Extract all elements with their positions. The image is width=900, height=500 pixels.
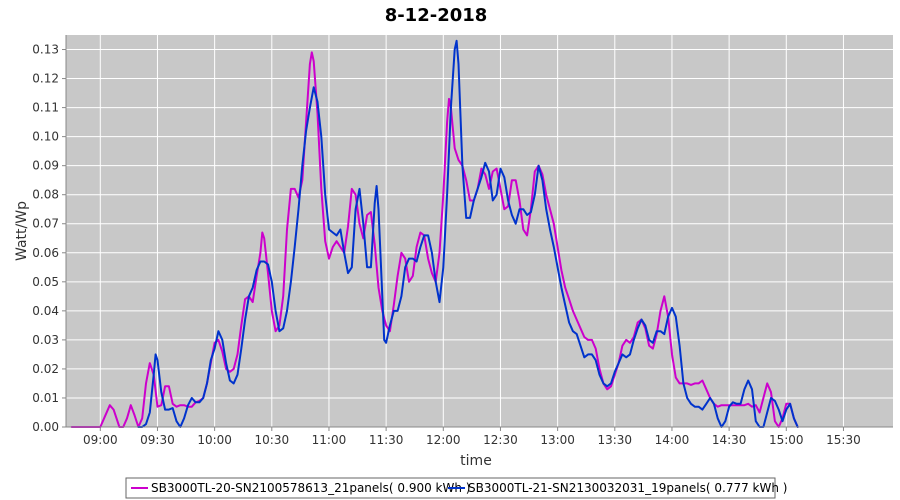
- y-axis-label: Watt/Wp: [14, 201, 30, 261]
- x-tick-label: 13:00: [540, 433, 575, 447]
- y-tick-label: 0.03: [32, 333, 59, 347]
- x-tick-label: 14:00: [655, 433, 690, 447]
- y-tick-label: 0.04: [32, 304, 59, 318]
- x-axis-label: time: [460, 453, 492, 469]
- y-tick-label: 0.13: [32, 43, 59, 57]
- x-axis: 09:00 09:30 10:00 10:30 11:00 11:30 12:00 12:30…: [83, 427, 861, 447]
- chart-title: 8-12-2018: [385, 5, 488, 26]
- plot-area: [66, 35, 893, 427]
- y-tick-label: 0.05: [32, 275, 59, 289]
- y-tick-label: 0.08: [32, 188, 59, 202]
- x-tick-label: 10:00: [197, 433, 232, 447]
- x-tick-label: 09:00: [83, 433, 118, 447]
- grid: [66, 35, 893, 428]
- y-tick-label: 0.07: [32, 217, 59, 231]
- x-tick-label: 11:30: [369, 433, 404, 447]
- legend: SB3000TL-20-SN2100578613_21panels( 0.900…: [125, 477, 787, 499]
- y-tick-label: 0.09: [32, 159, 59, 173]
- series-line-2: [137, 39, 799, 428]
- legend-label-series-1: SB3000TL-20-SN2100578613_21panels( 0.900…: [151, 481, 470, 495]
- x-tick-label: 12:00: [426, 433, 461, 447]
- x-tick-label: 15:00: [769, 433, 804, 447]
- y-tick-label: 0.12: [32, 72, 59, 86]
- legend-label-series-2: SB3000TL-21-SN2130032031_19panels( 0.777…: [468, 481, 787, 495]
- y-tick-label: 0.11: [32, 101, 59, 115]
- x-tick-label: 11:00: [312, 433, 347, 447]
- y-axis: 0.00 0.01 0.02 0.03 0.04 0.05 0.06 0.07 0.08 0.09…: [32, 43, 66, 434]
- y-tick-label: 0.06: [32, 246, 59, 260]
- y-tick-label: 0.00: [32, 420, 59, 434]
- x-tick-label: 09:30: [140, 433, 175, 447]
- x-tick-label: 13:30: [597, 433, 632, 447]
- x-tick-label: 12:30: [483, 433, 518, 447]
- y-tick-label: 0.10: [32, 130, 59, 144]
- x-tick-label: 10:30: [255, 433, 290, 447]
- x-tick-label: 15:30: [826, 433, 861, 447]
- y-tick-label: 0.02: [32, 362, 59, 376]
- series-group: [70, 39, 799, 428]
- y-tick-label: 0.01: [32, 391, 59, 405]
- x-tick-label: 14:30: [712, 433, 747, 447]
